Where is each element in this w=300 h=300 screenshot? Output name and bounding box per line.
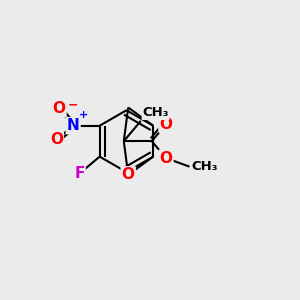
Text: O: O bbox=[160, 151, 172, 166]
Text: CH₃: CH₃ bbox=[192, 160, 218, 173]
Text: O: O bbox=[50, 132, 63, 147]
Text: O: O bbox=[160, 117, 172, 132]
Text: O: O bbox=[122, 167, 135, 182]
Text: CH₃: CH₃ bbox=[142, 106, 169, 119]
Text: N: N bbox=[67, 118, 80, 133]
Text: −: − bbox=[67, 99, 78, 112]
Text: O: O bbox=[52, 101, 65, 116]
Text: +: + bbox=[79, 110, 88, 120]
Text: F: F bbox=[74, 166, 85, 181]
